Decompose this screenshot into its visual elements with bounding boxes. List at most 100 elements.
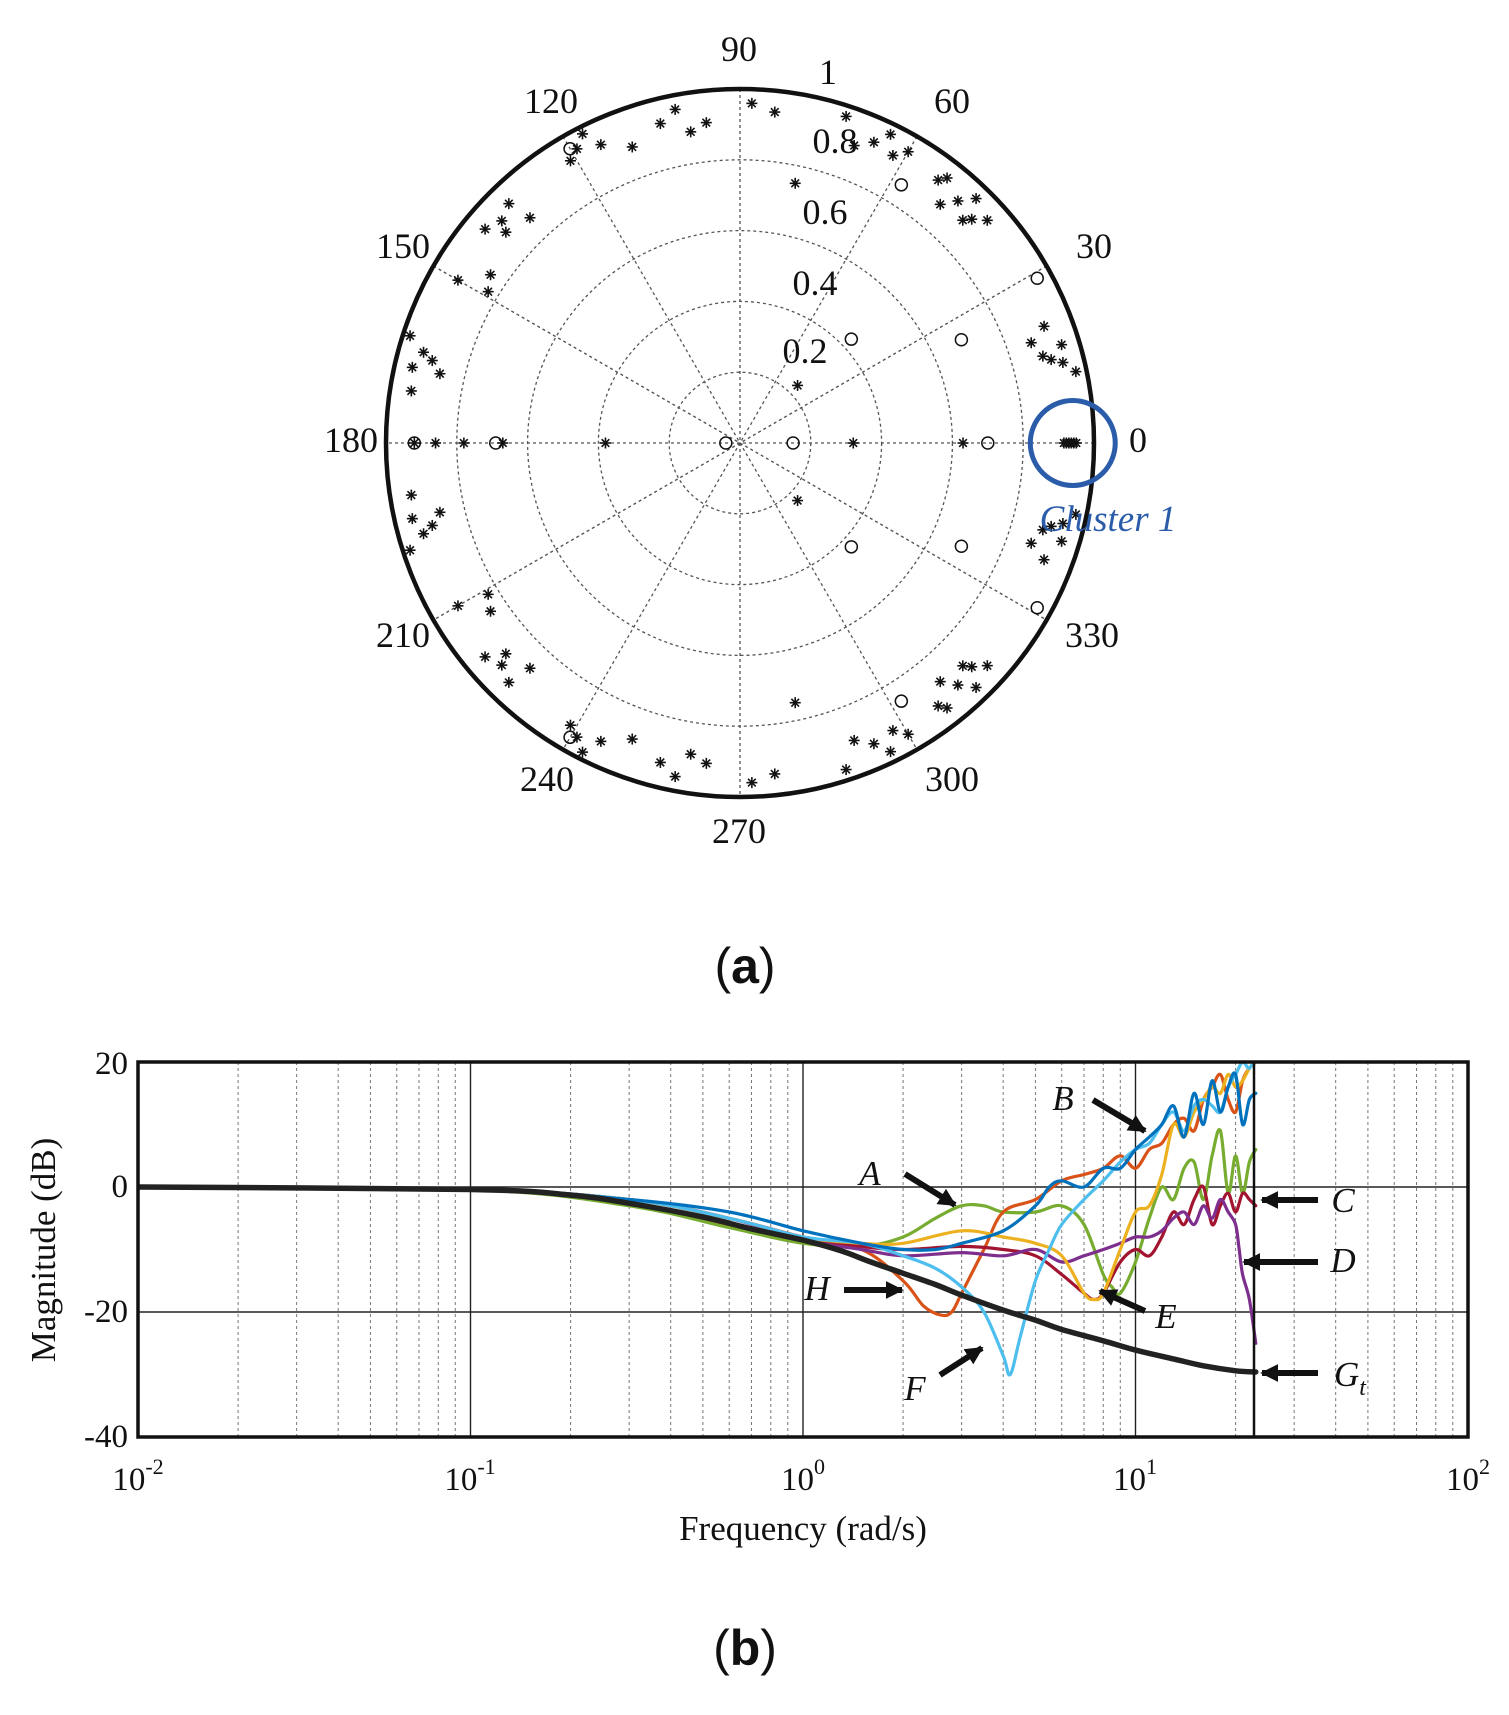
curve-label-f: F [903,1345,984,1408]
pole-star-marker [966,661,978,673]
curve-label-e-arrow [1098,1288,1147,1314]
pole-star-marker [957,437,969,449]
pole-star-marker [564,155,576,167]
pole-star-marker [408,437,420,449]
pole-star-marker [1056,339,1068,351]
pole-star-marker [479,223,491,235]
panel-b-label: (b) [713,1620,777,1676]
cluster-1-label: Cluster 1 [1040,499,1177,540]
x-axis-label: Frequency (rad/s) [679,1509,927,1548]
pole-star-marker [452,600,464,612]
pole-star-marker [769,106,781,118]
pole-star-marker [577,128,589,140]
angle-tick-label: 0 [1129,420,1147,460]
series-line-e [138,1062,1258,1302]
radial-tick-label: 0.6 [803,192,848,232]
pole-star-marker [430,437,442,449]
pole-star-marker [952,195,964,207]
y-tick-label: 0 [112,1169,129,1205]
pole-star-marker [503,198,515,210]
zero-circle-marker [981,436,995,450]
curve-label-gt: Gt [1260,1355,1367,1401]
x-tick-label: 101 [1113,1454,1157,1498]
series-line-f [138,1062,1255,1377]
pole-star-marker [848,734,860,746]
zero-circle-marker [844,332,859,346]
pole-star-marker [966,213,978,225]
pole-star-marker [479,651,491,663]
pole-star-marker [426,355,438,367]
polar-markers [404,97,1082,789]
pole-star-marker [406,513,418,525]
pole-star-marker [482,588,494,600]
y-tick-label: -40 [84,1419,128,1455]
curve-label-d: D [1242,1241,1356,1280]
zero-circle-marker [786,436,800,450]
pole-star-marker [700,757,712,769]
angle-tick-label: 300 [925,759,979,799]
pole-star-marker [868,738,880,750]
pole-star-marker [524,662,536,674]
pole-star-marker [485,605,497,617]
pole-star-marker [524,212,536,224]
pole-star-marker [941,702,953,714]
curve-label-a: A [857,1154,957,1208]
pole-star-marker [957,214,969,226]
pole-star-marker [685,748,697,760]
y-tick-label: -20 [84,1294,128,1330]
pole-star-marker [789,697,801,709]
pole-star-marker [902,146,914,158]
pole-star-marker [405,385,417,397]
pole-star-marker [626,733,638,745]
zero-circle-marker [844,540,859,554]
angular-grid-line [433,265,1047,621]
pole-star-marker [485,269,497,281]
pole-star-marker [792,495,804,507]
pole-star-marker [934,676,946,688]
zero-circle-marker [563,730,577,745]
pole-star-marker [746,97,758,109]
curve-label-b-arrow [1091,1097,1147,1134]
bode-chart: 20 0 -20 -40 10-2 10-1 100 101 102 Frequ… [24,1046,1490,1548]
pole-star-marker [1057,518,1069,530]
series-line-b [138,1071,1258,1252]
pole-star-marker [840,764,852,776]
pole-star-marker [434,506,446,518]
pole-star-marker [1070,508,1082,520]
pole-star-marker [868,136,880,148]
pole-star-marker [599,437,611,449]
pole-star-marker [981,660,993,672]
pole-star-marker [405,489,417,501]
curve-label-f-arrow [938,1345,984,1378]
angle-tick-label: 270 [712,811,766,851]
pole-star-marker [1056,535,1068,547]
curve-label-h-text: H [803,1269,831,1308]
angle-tick-label: 60 [934,81,970,121]
series-line-c [138,1184,1258,1302]
pole-star-marker [654,118,666,130]
pole-star-marker [418,528,430,540]
pole-star-marker [577,746,589,758]
pole-star-marker [700,117,712,129]
curve-label-d-text: D [1329,1241,1355,1280]
curve-label-c: C [1260,1181,1355,1220]
pole-star-marker [887,725,899,737]
x-tick-label: 100 [781,1454,825,1498]
pole-star-marker [1025,337,1037,349]
pole-star-marker [496,215,508,227]
pole-star-marker [932,174,944,186]
curve-label-b-text: B [1052,1079,1073,1118]
curve-label-f-text: F [903,1369,926,1408]
pole-star-marker [952,679,964,691]
series-line-a [138,1127,1258,1297]
zero-circle-marker [894,178,909,192]
pole-star-marker [685,126,697,138]
pole-star-marker [418,346,430,358]
radial-tick-label: 1 [819,52,837,92]
x-tick-label: 102 [1446,1454,1490,1498]
panel-a-label: (a) [714,938,775,994]
curve-label-a-text: A [857,1154,881,1193]
pole-star-marker [848,140,860,152]
pole-star-marker [902,728,914,740]
x-tick-label: 10-2 [112,1454,163,1498]
